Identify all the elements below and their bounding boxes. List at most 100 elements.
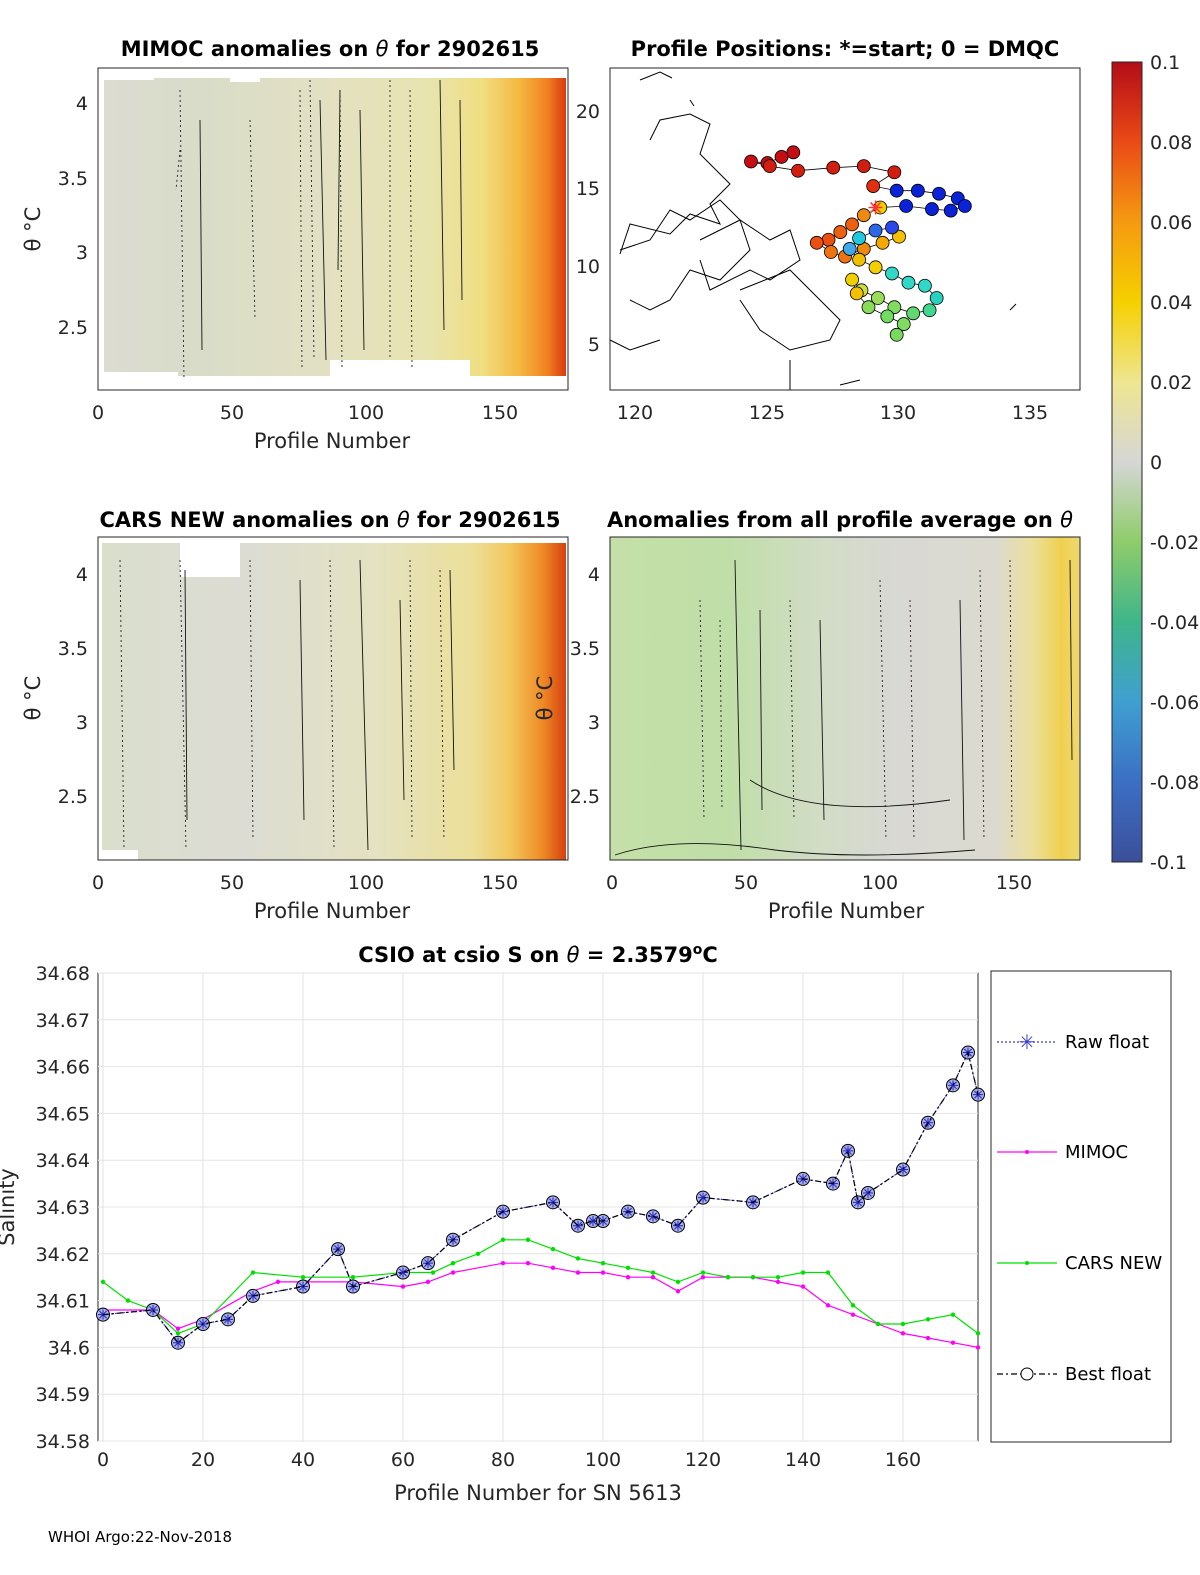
position-marker: [852, 252, 866, 267]
raw-float-marker: [948, 1080, 958, 1091]
position-marker: [762, 159, 777, 174]
best-float-line: [102, 1050, 979, 1344]
cars-new-point: [650, 1270, 656, 1275]
best-float-point: [796, 1171, 810, 1186]
position-marker: [892, 229, 906, 244]
salinity-series: [96, 1045, 985, 1350]
coastline: [609, 71, 1017, 390]
colorbar-tick: 0.06: [1150, 212, 1192, 234]
position-marker: [896, 317, 911, 331]
position-marker: [943, 203, 958, 218]
avg-xaxis: 0 50 100 150 Profile Number: [606, 872, 1032, 923]
salinity-ytick: 34.65: [36, 1103, 90, 1125]
raw-float-marker: [863, 1187, 873, 1198]
avg-xtick: 50: [734, 872, 758, 894]
best-float-point: [971, 1087, 985, 1102]
position-marker: [861, 300, 876, 315]
position-marker: [887, 300, 902, 315]
best-float-point: [96, 1307, 110, 1322]
cars-new-point: [250, 1270, 256, 1275]
position-marker: [932, 186, 946, 201]
mimoc-ytick: 3.5: [58, 168, 88, 190]
salinity-title: CSIO at csio S on θ = 2.3579oC: [358, 942, 718, 967]
mimoc-point: [775, 1279, 781, 1285]
mimoc-point: [575, 1270, 581, 1275]
legend-raw-float: Raw float: [1065, 1032, 1149, 1053]
salinity-xtick: 120: [685, 1449, 721, 1471]
cars-new-point: [575, 1256, 581, 1261]
mimoc-title: MIMOC anomalies on θ for 2902615: [121, 37, 540, 61]
cars-yaxis: 4 3.5 3 2.5 θ °C: [21, 564, 88, 808]
position-marker: [925, 202, 939, 216]
float-positions: [744, 145, 972, 342]
salinity-ytick: 34.58: [36, 1431, 90, 1453]
map-title: Profile Positions: *=start; 0 = DMQC: [631, 37, 1060, 61]
best-float-point: [861, 1185, 875, 1200]
cars-new-point: [750, 1275, 756, 1280]
map-ytick: 20: [576, 101, 600, 123]
position-marker: [918, 278, 932, 293]
map-ytick: 10: [576, 256, 600, 278]
map-ytick: 5: [588, 334, 600, 356]
cars-new-point: [175, 1331, 181, 1336]
cars-new-point: [900, 1321, 906, 1327]
salinity-ylabel: Salinity: [0, 1168, 19, 1246]
salinity-grid: [98, 972, 978, 1442]
position-marker: [880, 309, 895, 324]
avg-xtick: 100: [862, 872, 898, 894]
salinity-legend: ✳ Raw float MIMOC CARS NEW Best float: [990, 970, 1172, 1443]
salinity-xtick: 160: [885, 1449, 921, 1471]
colorbar-tick: 0.08: [1150, 132, 1192, 154]
avg-xtick: 150: [996, 872, 1032, 894]
map-yaxis: 20 15 10 5: [576, 101, 600, 356]
position-marker: [889, 183, 904, 198]
position-marker: [885, 220, 899, 235]
best-float-point: [546, 1195, 560, 1210]
position-marker: [821, 232, 836, 247]
mimoc-ylabel: θ °C: [21, 207, 45, 252]
cars-ytick: 3.5: [58, 638, 88, 660]
mimoc-heat-field: [104, 78, 566, 376]
avg-xlabel: Profile Number: [768, 899, 925, 923]
colorbar: 0.1 0.08 0.06 0.04 0.02 0 -0.02 -0.04 -0…: [1111, 52, 1199, 874]
best-float-point: [421, 1256, 435, 1271]
best-float-point: [146, 1302, 160, 1317]
position-marker: [901, 275, 916, 290]
mimoc-xtick: 150: [482, 402, 518, 424]
avg-ytick: 3: [588, 712, 600, 734]
raw-float-marker: [898, 1164, 908, 1175]
position-marker: [875, 235, 890, 250]
mimoc-point: [950, 1340, 956, 1345]
cars-xaxis: 0 50 100 150 Profile Number: [92, 872, 518, 923]
position-marker: [889, 327, 904, 342]
cars-ytick: 4: [76, 564, 88, 586]
map-xtick: 135: [1012, 402, 1048, 424]
position-marker: [885, 266, 899, 281]
mimoc-point: [925, 1335, 931, 1341]
mimoc-point: [450, 1270, 456, 1275]
map-xtick: 125: [749, 402, 785, 424]
mimoc-ytick: 4: [76, 93, 88, 115]
colorbar-gradient: [1111, 61, 1143, 863]
cars-xtick: 50: [220, 872, 244, 894]
cars-new-point: [675, 1279, 681, 1285]
legend-best-marker: [1020, 1367, 1034, 1381]
cars-new-point: [100, 1279, 106, 1285]
map-xtick: 130: [880, 402, 916, 424]
cars-new-point: [525, 1237, 531, 1242]
best-float-point: [961, 1045, 975, 1060]
mimoc-ytick: 3: [76, 242, 88, 264]
mimoc-point: [600, 1270, 606, 1275]
mimoc-xtick: 0: [92, 402, 104, 424]
colorbar-tick: 0.04: [1150, 292, 1192, 314]
position-marker: [856, 208, 871, 223]
cars-new-point: [500, 1237, 506, 1242]
position-marker: [786, 145, 801, 160]
cars-new-point: [800, 1270, 806, 1275]
mimoc-point: [650, 1275, 656, 1280]
salinity-ytick: 34.62: [36, 1244, 90, 1266]
position-marker: [868, 260, 883, 275]
best-float-point: [841, 1143, 855, 1158]
legend-cars-marker: [1025, 1261, 1029, 1265]
